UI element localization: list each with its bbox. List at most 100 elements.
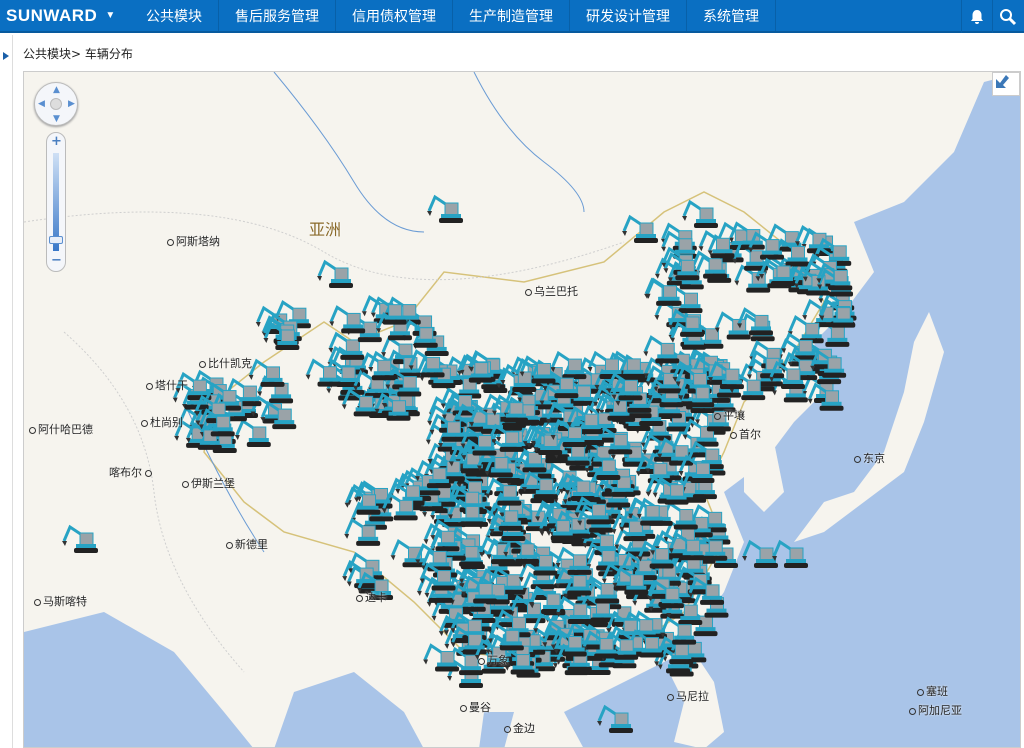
excavator-icon[interactable] <box>816 262 853 291</box>
excavator-icon[interactable] <box>390 538 427 568</box>
excavator-icon[interactable] <box>423 643 460 672</box>
excavator-icon[interactable] <box>729 371 766 401</box>
pan-right-icon[interactable]: ▶ <box>68 99 75 109</box>
excavator-icon[interactable] <box>500 363 537 392</box>
excavator-icon[interactable] <box>747 231 784 260</box>
excavator-icon[interactable] <box>550 628 587 657</box>
excavator-icon[interactable] <box>328 331 365 360</box>
excavator-icon[interactable] <box>736 307 773 336</box>
excavator-icon[interactable] <box>691 250 728 279</box>
excavator-icon[interactable] <box>62 524 98 553</box>
zoom-handle[interactable] <box>49 236 63 244</box>
pan-control[interactable]: ▲ ▼ ◀ ▶ <box>34 82 78 126</box>
menu-credit[interactable]: 信用债权管理 <box>336 0 453 31</box>
menu-after-sales[interactable]: 售后服务管理 <box>219 0 336 31</box>
zoom-in-icon[interactable]: + <box>51 134 62 149</box>
excavator-icon[interactable] <box>526 426 563 456</box>
zoom-out-icon[interactable]: − <box>51 253 62 268</box>
excavator-icon[interactable] <box>248 358 285 387</box>
excavator-icon[interactable] <box>758 257 795 286</box>
excavator-icon[interactable] <box>682 199 718 228</box>
excavator-icon[interactable] <box>485 477 522 506</box>
excavator-icon[interactable] <box>637 540 674 569</box>
excavator-icon[interactable] <box>627 629 664 658</box>
excavator-icon[interactable] <box>305 358 342 387</box>
excavator-icon[interactable] <box>566 405 603 435</box>
excavator-icon[interactable] <box>538 512 575 541</box>
excavator-icon[interactable] <box>742 539 778 568</box>
excavator-icon[interactable] <box>645 277 682 306</box>
excavator-icon[interactable] <box>429 413 466 442</box>
overview-toggle-button[interactable] <box>992 72 1020 96</box>
excavator-icon[interactable] <box>688 576 725 605</box>
logo-menu[interactable]: SUNWARD ▼ <box>0 0 130 31</box>
excavator-icon[interactable] <box>652 476 689 505</box>
excavator-icon[interactable] <box>460 427 497 456</box>
excavator-icon[interactable] <box>521 470 558 500</box>
excavator-icon[interactable] <box>456 354 493 383</box>
excavator-icon[interactable] <box>263 321 300 350</box>
excavator-icon[interactable] <box>341 388 378 417</box>
sidebar-toggle[interactable] <box>0 35 13 748</box>
excavator-icon[interactable] <box>660 616 697 645</box>
excavator-icon[interactable] <box>550 418 587 447</box>
excavator-icon[interactable] <box>647 580 684 609</box>
excavator-icon[interactable] <box>819 299 856 328</box>
excavator-icon[interactable] <box>225 377 262 407</box>
excavator-icon[interactable] <box>678 454 715 483</box>
vehicle-map[interactable]: 亚洲 阿斯塔纳 乌兰巴托 比什凯克 塔什干 杜尚别 阿什哈巴德 喀布尔 伊斯兰堡 新德里 马斯喀特… <box>23 71 1021 748</box>
excavator-icon[interactable] <box>574 496 611 525</box>
excavator-icon[interactable] <box>359 351 396 381</box>
excavator-icon[interactable] <box>668 532 705 561</box>
excavator-icon[interactable] <box>698 230 735 259</box>
excavator-icon[interactable] <box>260 400 297 430</box>
excavator-icon[interactable] <box>772 539 808 568</box>
excavator-icon[interactable] <box>807 382 844 411</box>
excavator-icon[interactable] <box>317 259 353 288</box>
excavator-icon[interactable] <box>732 242 769 271</box>
excavator-icon[interactable] <box>645 365 682 394</box>
excavator-icon[interactable] <box>558 472 595 501</box>
excavator-icon[interactable] <box>423 523 460 552</box>
excavator-icon[interactable] <box>428 452 465 482</box>
excavator-icon[interactable] <box>555 546 592 575</box>
excavator-icon[interactable] <box>374 392 411 421</box>
menu-rnd[interactable]: 研发设计管理 <box>570 0 687 31</box>
excavator-icon[interactable] <box>344 486 381 515</box>
excavator-icon[interactable] <box>810 349 847 378</box>
bell-icon[interactable] <box>961 0 992 33</box>
menu-public[interactable]: 公共模块 <box>130 0 219 31</box>
excavator-icon[interactable] <box>663 252 700 281</box>
excavator-icon[interactable] <box>329 305 366 334</box>
expand-arrow-icon[interactable] <box>3 52 9 60</box>
excavator-icon[interactable] <box>555 567 592 596</box>
excavator-icon[interactable] <box>622 214 658 243</box>
excavator-icon[interactable] <box>597 704 633 733</box>
search-icon[interactable] <box>992 0 1023 33</box>
excavator-icon[interactable] <box>678 379 715 408</box>
excavator-icon[interactable] <box>793 267 830 296</box>
excavator-icon[interactable] <box>486 502 523 531</box>
excavator-icon[interactable] <box>447 498 484 527</box>
excavator-icon[interactable] <box>198 408 235 437</box>
excavator-icon[interactable] <box>611 512 648 542</box>
menu-system[interactable]: 系统管理 <box>687 0 776 31</box>
excavator-icon[interactable] <box>487 622 524 651</box>
excavator-icon[interactable] <box>519 355 556 384</box>
excavator-icon[interactable] <box>427 194 463 223</box>
excavator-icon[interactable] <box>707 360 744 390</box>
excavator-icon[interactable] <box>628 497 665 526</box>
excavator-icon[interactable] <box>461 575 498 604</box>
excavator-icon[interactable] <box>419 562 456 591</box>
excavator-icon[interactable] <box>370 296 407 325</box>
excavator-icon[interactable] <box>582 630 619 659</box>
excavator-icon[interactable] <box>643 335 680 364</box>
excavator-icon[interactable] <box>414 459 451 489</box>
excavator-icon[interactable] <box>408 349 445 378</box>
excavator-icon[interactable] <box>612 566 649 595</box>
excavator-icon[interactable] <box>381 492 418 521</box>
excavator-icon[interactable] <box>657 437 694 466</box>
excavator-icon[interactable] <box>448 445 485 474</box>
menu-manufacturing[interactable]: 生产制造管理 <box>453 0 570 31</box>
excavator-icon[interactable] <box>344 517 381 546</box>
